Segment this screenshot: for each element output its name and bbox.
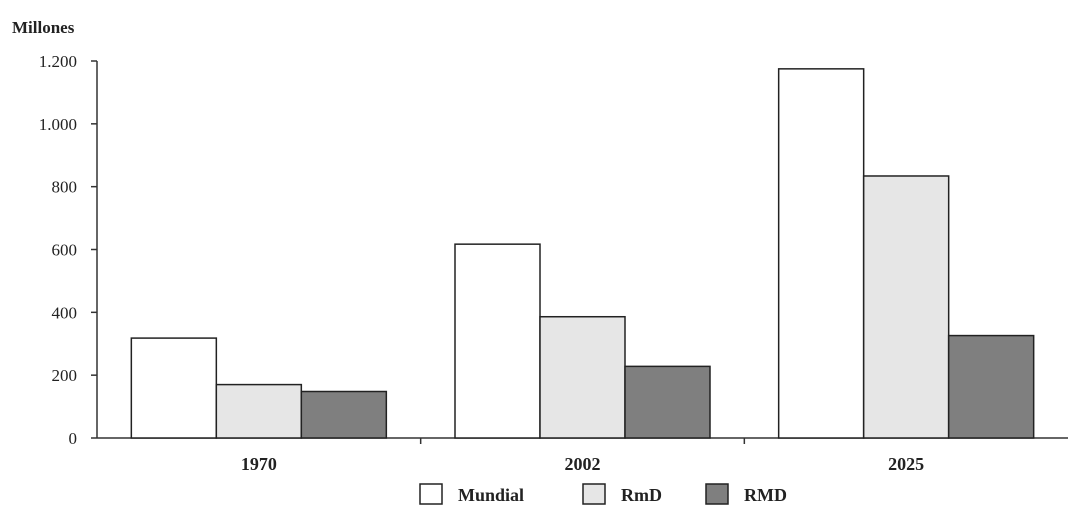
y-tick-label: 1.000: [39, 115, 77, 134]
x-category-label: 2025: [888, 454, 924, 474]
bar-mundial-2025: [777, 68, 865, 439]
y-tick-label: 400: [52, 303, 78, 322]
bar-rmd-2025: [947, 334, 1035, 439]
x-axis-labels: 1970 2002 2025: [241, 438, 924, 474]
legend-label-rmd: RmD: [621, 485, 662, 505]
y-tick-label: 0: [69, 429, 78, 448]
bar-rmd-2002: [624, 365, 711, 439]
y-tick-label: 200: [52, 366, 78, 385]
bar-mundial-2002: [454, 243, 541, 439]
y-tick-label: 800: [52, 178, 78, 197]
y-unit-label: Millones: [12, 18, 75, 37]
y-tick-label: 600: [52, 241, 78, 260]
x-category-label: 2002: [565, 454, 601, 474]
x-category-label: 1970: [241, 454, 277, 474]
bar-rmd-2025: [862, 175, 950, 439]
legend-swatch-rmd: [582, 483, 606, 505]
bars: [130, 68, 1035, 439]
legend-swatch-mundial: [419, 483, 443, 505]
bar-rmd-1970: [215, 383, 303, 439]
y-tick-label: 1.200: [39, 52, 77, 71]
y-axis-ticks: 0 200 400 600 800 1.000 1.200: [39, 52, 97, 448]
legend-swatch-rmd: [705, 483, 729, 505]
bar-mundial-1970: [130, 337, 218, 439]
bar-rmd-2002: [539, 315, 626, 439]
legend-label-rmd: RMD: [744, 485, 787, 505]
legend-label-mundial: Mundial: [458, 485, 524, 505]
bar-rmd-1970: [300, 390, 388, 439]
legend: Mundial RmD RMD: [419, 483, 787, 505]
